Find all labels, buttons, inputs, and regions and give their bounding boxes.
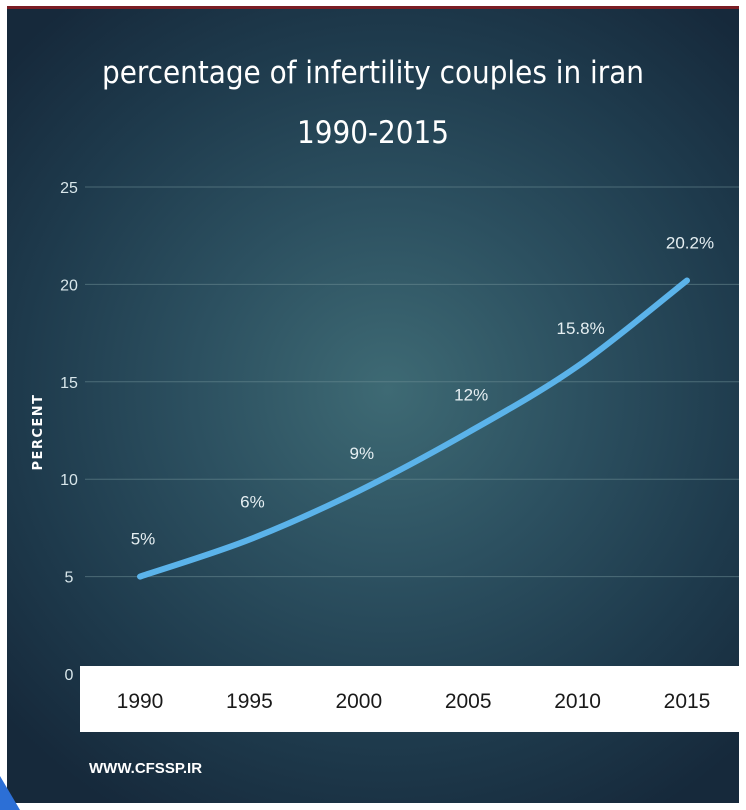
data-label: 9% bbox=[350, 444, 375, 463]
data-labels: 5% 6% 9% 12% 15.8% 20.2% bbox=[131, 234, 714, 549]
data-label: 12% bbox=[454, 385, 488, 404]
y-tick-label: 20 bbox=[60, 277, 78, 294]
gridlines bbox=[85, 186, 739, 578]
chart-subtitle: 1990-2015 bbox=[297, 115, 449, 151]
x-category-label: 2000 bbox=[335, 690, 382, 713]
y-tick-label: 15 bbox=[60, 375, 78, 392]
y-axis-label: PERCENT bbox=[31, 393, 46, 470]
series-line bbox=[137, 277, 690, 580]
x-category-label: 2010 bbox=[554, 690, 601, 713]
data-label: 6% bbox=[240, 493, 265, 512]
x-axis-categories: 1990 1995 2000 2005 2010 2015 bbox=[117, 690, 711, 713]
y-tick-label: 5 bbox=[65, 570, 74, 587]
data-label: 20.2% bbox=[666, 234, 714, 253]
chart-panel: percentage of infertility couples in ira… bbox=[7, 6, 739, 803]
chart-title: percentage of infertility couples in ira… bbox=[102, 55, 644, 91]
corner-accent bbox=[0, 776, 20, 810]
x-category-label: 2005 bbox=[445, 690, 492, 713]
footer-website: WWW.CFSSP.IR bbox=[89, 760, 202, 777]
y-tick-label: 10 bbox=[60, 472, 78, 489]
y-tick-label: 0 bbox=[65, 667, 74, 684]
data-label: 15.8% bbox=[556, 319, 604, 338]
x-category-label: 1995 bbox=[226, 690, 273, 713]
category-band bbox=[80, 666, 739, 732]
x-category-label: 2015 bbox=[664, 690, 711, 713]
line-chart: percentage of infertility couples in ira… bbox=[31, 55, 739, 777]
data-label: 5% bbox=[131, 530, 156, 549]
y-axis-ticks: 0 5 10 15 20 25 bbox=[60, 180, 78, 684]
x-category-label: 1990 bbox=[117, 690, 164, 713]
y-tick-label: 25 bbox=[60, 180, 78, 197]
series-1 bbox=[137, 277, 690, 580]
